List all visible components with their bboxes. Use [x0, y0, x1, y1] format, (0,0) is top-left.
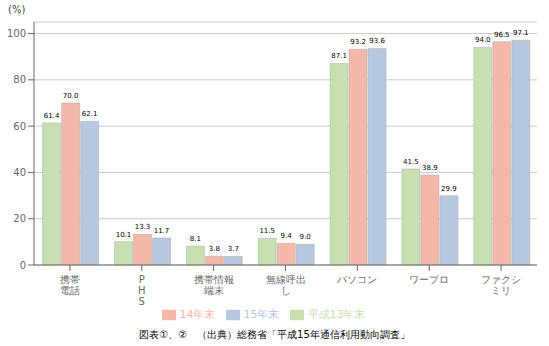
svg-text:38.9: 38.9 — [422, 164, 438, 172]
html-text:14年末: 14年末 — [179, 308, 216, 321]
svg-text:96.5: 96.5 — [494, 31, 510, 39]
svg-text:41.5: 41.5 — [403, 158, 419, 166]
svg-text:携帯電話: 携帯電話 — [60, 274, 80, 296]
svg-text:8.1: 8.1 — [190, 235, 201, 243]
svg-text:70.0: 70.0 — [63, 92, 79, 100]
html-text:図表①、② （出典）総務省「平成15年通信利用動向調査」: 図表①、② （出典）総務省「平成15年通信利用動向調査」 — [139, 329, 410, 340]
svg-text:携帯情報端末: 携帯情報端末 — [194, 274, 234, 296]
svg-text:11.7: 11.7 — [154, 227, 170, 235]
svg-text:80: 80 — [13, 74, 26, 85]
svg-text:9.4: 9.4 — [281, 232, 293, 240]
svg-text:PHS: PHS — [138, 274, 146, 307]
html-text:15年末: 15年末 — [243, 308, 280, 321]
svg-text:62.1: 62.1 — [82, 110, 98, 118]
html-text:平成13年末: 平成13年末 — [307, 308, 366, 321]
svg-text:29.9: 29.9 — [441, 185, 457, 193]
svg-text:11.5: 11.5 — [259, 227, 275, 235]
svg-text:61.4: 61.4 — [44, 112, 60, 120]
svg-text:87.1: 87.1 — [331, 52, 347, 60]
svg-text:パソコン: パソコン — [336, 274, 377, 285]
svg-text:60: 60 — [13, 121, 26, 132]
svg-text:40: 40 — [13, 167, 26, 178]
svg-text:ワープロ: ワープロ — [409, 274, 449, 285]
svg-text:13.3: 13.3 — [135, 223, 151, 231]
svg-text:94.0: 94.0 — [475, 36, 491, 44]
svg-text:93.6: 93.6 — [369, 37, 385, 45]
svg-text:93.2: 93.2 — [350, 38, 366, 46]
svg-text:100: 100 — [8, 28, 26, 39]
svg-text:20: 20 — [13, 213, 26, 224]
svg-text:10.1: 10.1 — [116, 231, 132, 239]
svg-text:3.8: 3.8 — [209, 245, 220, 253]
svg-text:97.1: 97.1 — [513, 29, 529, 37]
svg-text:3.7: 3.7 — [228, 245, 239, 253]
svg-text:0: 0 — [20, 260, 26, 271]
svg-text:ファクシミリ: ファクシミリ — [481, 274, 521, 296]
svg-text:無線呼出し: 無線呼出し — [266, 274, 306, 296]
svg-text:9.0: 9.0 — [300, 233, 311, 241]
